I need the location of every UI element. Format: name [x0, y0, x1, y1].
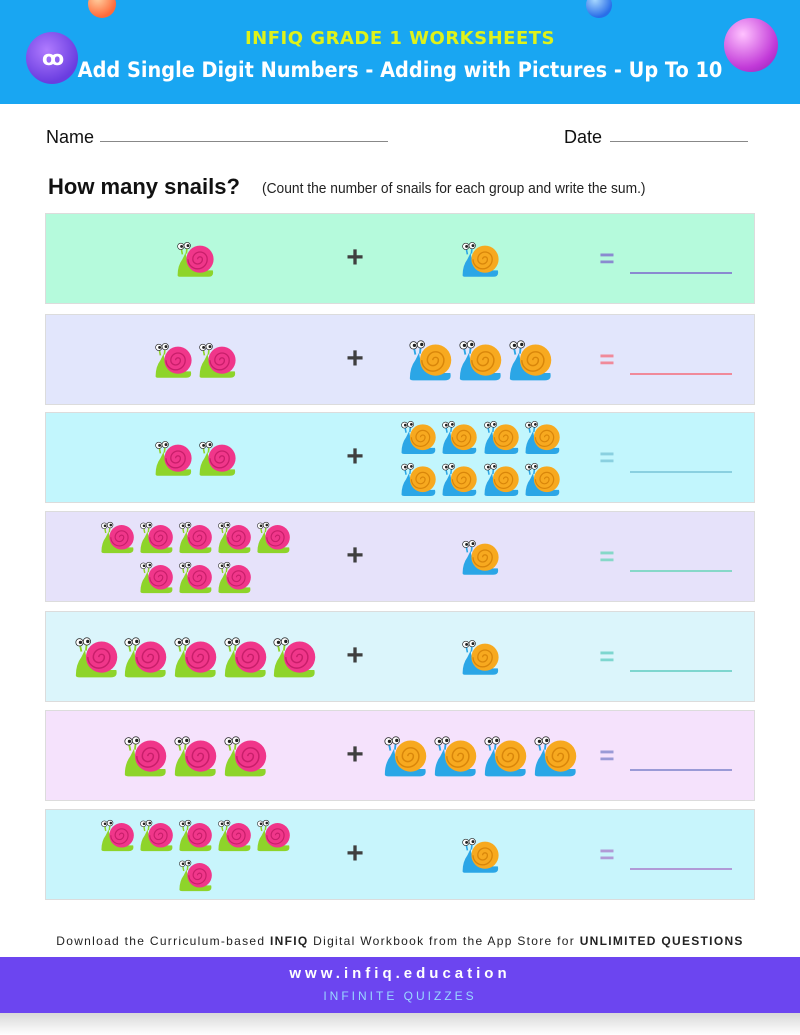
snail-icon: [223, 635, 269, 681]
equals-sign: =: [599, 243, 615, 273]
snail-icon: [383, 734, 429, 780]
snail-icon: [223, 734, 269, 780]
snail-icon: [178, 818, 214, 854]
snail-icon: [524, 419, 562, 457]
answer-field[interactable]: [630, 670, 732, 672]
answer-field[interactable]: [630, 471, 732, 473]
problem-row: + =: [45, 611, 755, 702]
snail-icon: [173, 734, 219, 780]
answer-field[interactable]: [630, 570, 732, 572]
header-banner: ꝏ INFIQ GRADE 1 WORKSHEETS Add Single Di…: [0, 0, 800, 104]
footer-shadow: [0, 1013, 800, 1035]
answer-field[interactable]: [630, 272, 732, 274]
decor-ball-purple-icon: [724, 18, 778, 72]
snail-icon: [100, 520, 136, 556]
problem-row: + =: [45, 213, 755, 304]
footer-url-link[interactable]: www.infiq.education: [289, 965, 511, 982]
snail-icon: [178, 560, 214, 596]
equals-sign: =: [599, 641, 615, 671]
plus-sign: +: [346, 738, 364, 771]
date-field[interactable]: [610, 141, 748, 142]
name-field[interactable]: [100, 141, 388, 142]
snail-icon: [272, 635, 318, 681]
answer-field[interactable]: [630, 769, 732, 771]
equals-sign: =: [599, 442, 615, 472]
snail-icon: [154, 341, 194, 381]
snail-icon: [256, 520, 292, 556]
snail-icon: [123, 635, 169, 681]
snail-icon: [178, 858, 214, 894]
footer-bar: www.infiq.education INFINITE QUIZZES: [0, 957, 800, 1013]
snail-icon: [139, 818, 175, 854]
date-label: Date: [564, 127, 603, 147]
equals-sign: =: [599, 740, 615, 770]
question-instruction: (Count the number of snails for each gro…: [262, 180, 646, 197]
equals-sign: =: [599, 541, 615, 571]
problem-row: + =: [45, 412, 755, 503]
snail-icon: [458, 338, 504, 384]
snail-icon: [508, 338, 554, 384]
snail-icon: [461, 538, 501, 578]
snail-icon: [198, 341, 238, 381]
snail-icon: [461, 638, 501, 678]
problem-row: + =: [45, 314, 755, 405]
snail-icon: [408, 338, 454, 384]
snail-icon: [533, 734, 579, 780]
snail-icon: [483, 461, 521, 499]
worksheet-title: Add Single Digit Numbers - Adding with P…: [77, 58, 723, 82]
name-label: Name: [46, 127, 95, 147]
snail-icon: [178, 520, 214, 556]
problem-row: + =: [45, 511, 755, 602]
snail-icon: [524, 461, 562, 499]
snail-icon: [74, 635, 120, 681]
question-title: How many snails?: [48, 174, 240, 199]
snail-icon: [176, 240, 216, 280]
snail-icon: [483, 734, 529, 780]
snail-icon: [433, 734, 479, 780]
plus-sign: +: [346, 342, 364, 375]
snail-icon: [256, 818, 292, 854]
snail-icon: [198, 439, 238, 479]
snail-icon: [100, 818, 136, 854]
answer-field[interactable]: [630, 868, 732, 870]
snail-icon: [461, 836, 501, 876]
snail-icon: [217, 560, 253, 596]
snail-icon: [441, 419, 479, 457]
answer-field[interactable]: [630, 373, 732, 375]
snail-icon: [173, 635, 219, 681]
snail-icon: [217, 520, 253, 556]
decor-ball-blue-icon: [586, 0, 612, 18]
snail-icon: [461, 240, 501, 280]
plus-sign: +: [346, 539, 364, 572]
brand-name: INFIQ GRADE 1 WORKSHEETS: [244, 28, 555, 49]
snail-icon: [123, 734, 169, 780]
snail-icon: [154, 439, 194, 479]
footer-note: Download the Curriculum-based INFIQ Digi…: [56, 934, 744, 948]
problem-row: + =: [45, 710, 755, 801]
plus-sign: +: [346, 440, 364, 473]
plus-sign: +: [346, 639, 364, 672]
snail-icon: [400, 419, 438, 457]
problem-row: + =: [45, 809, 755, 900]
plus-sign: +: [346, 837, 364, 870]
snail-icon: [217, 818, 253, 854]
infiq-logo-icon: ꝏ: [26, 32, 78, 84]
snail-icon: [441, 461, 479, 499]
equals-sign: =: [599, 344, 615, 374]
snail-icon: [483, 419, 521, 457]
equals-sign: =: [599, 839, 615, 869]
snail-icon: [400, 461, 438, 499]
decor-ball-orange-icon: [88, 0, 116, 18]
footer-tagline: INFINITE QUIZZES: [323, 989, 477, 1003]
snail-icon: [139, 560, 175, 596]
plus-sign: +: [346, 241, 364, 274]
snail-icon: [139, 520, 175, 556]
